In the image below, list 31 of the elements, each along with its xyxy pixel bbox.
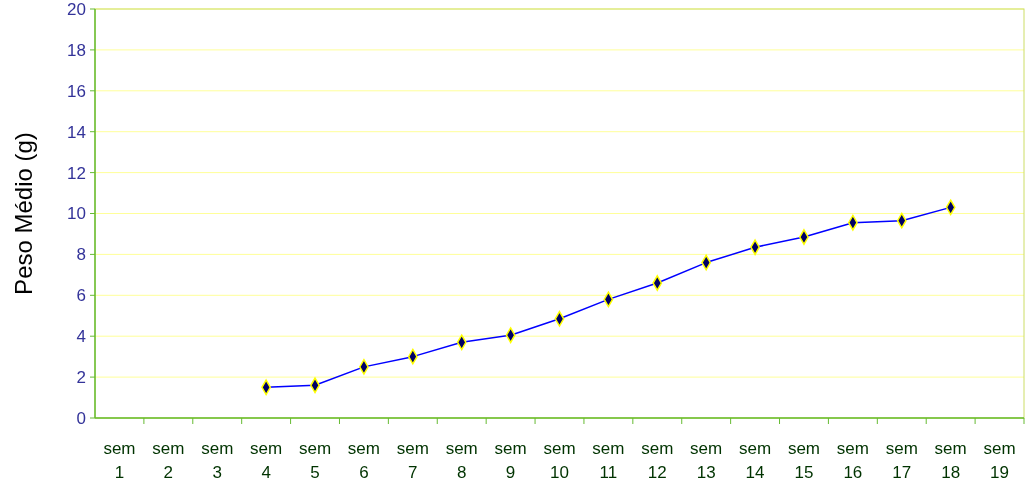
y-tick-label: 12 xyxy=(67,163,86,183)
y-tick-label: 16 xyxy=(67,81,86,101)
x-tick-label: sem 14 xyxy=(739,439,772,482)
x-tick-label: sem 16 xyxy=(836,439,869,482)
x-tick-label: sem 3 xyxy=(201,439,234,482)
x-tick-label: sem 13 xyxy=(690,439,723,482)
y-tick-label: 6 xyxy=(76,286,86,306)
y-tick-label: 18 xyxy=(67,40,86,60)
x-tick-label: sem 18 xyxy=(934,439,967,482)
y-tick-label: 4 xyxy=(76,327,86,347)
y-axis-title: Peso Médio (g) xyxy=(10,132,37,295)
y-tick-label: 14 xyxy=(67,122,86,142)
x-tick-label: sem 12 xyxy=(641,439,674,482)
x-tick-label: sem 4 xyxy=(250,439,283,482)
y-tick-label: 0 xyxy=(76,408,86,428)
x-tick-label: sem 2 xyxy=(152,439,185,482)
x-tick-label: sem 15 xyxy=(787,439,821,482)
x-tick-label: sem 5 xyxy=(298,439,332,482)
x-tick-label: sem 1 xyxy=(103,439,136,482)
x-tick-label: sem 17 xyxy=(885,439,918,482)
y-tick-label: 10 xyxy=(67,204,86,224)
x-tick-label: sem 8 xyxy=(445,439,478,482)
x-tick-label: sem 19 xyxy=(983,439,1016,482)
x-tick-label: sem 9 xyxy=(494,439,527,482)
x-tick-label: sem 11 xyxy=(592,439,625,482)
y-tick-label: 2 xyxy=(76,368,86,388)
y-tick-label: 20 xyxy=(67,0,86,19)
x-tick-label: sem 10 xyxy=(543,439,576,482)
x-tick-label: sem 7 xyxy=(396,439,429,482)
x-tick-label: sem 6 xyxy=(347,439,380,482)
y-tick-label: 8 xyxy=(76,245,86,265)
